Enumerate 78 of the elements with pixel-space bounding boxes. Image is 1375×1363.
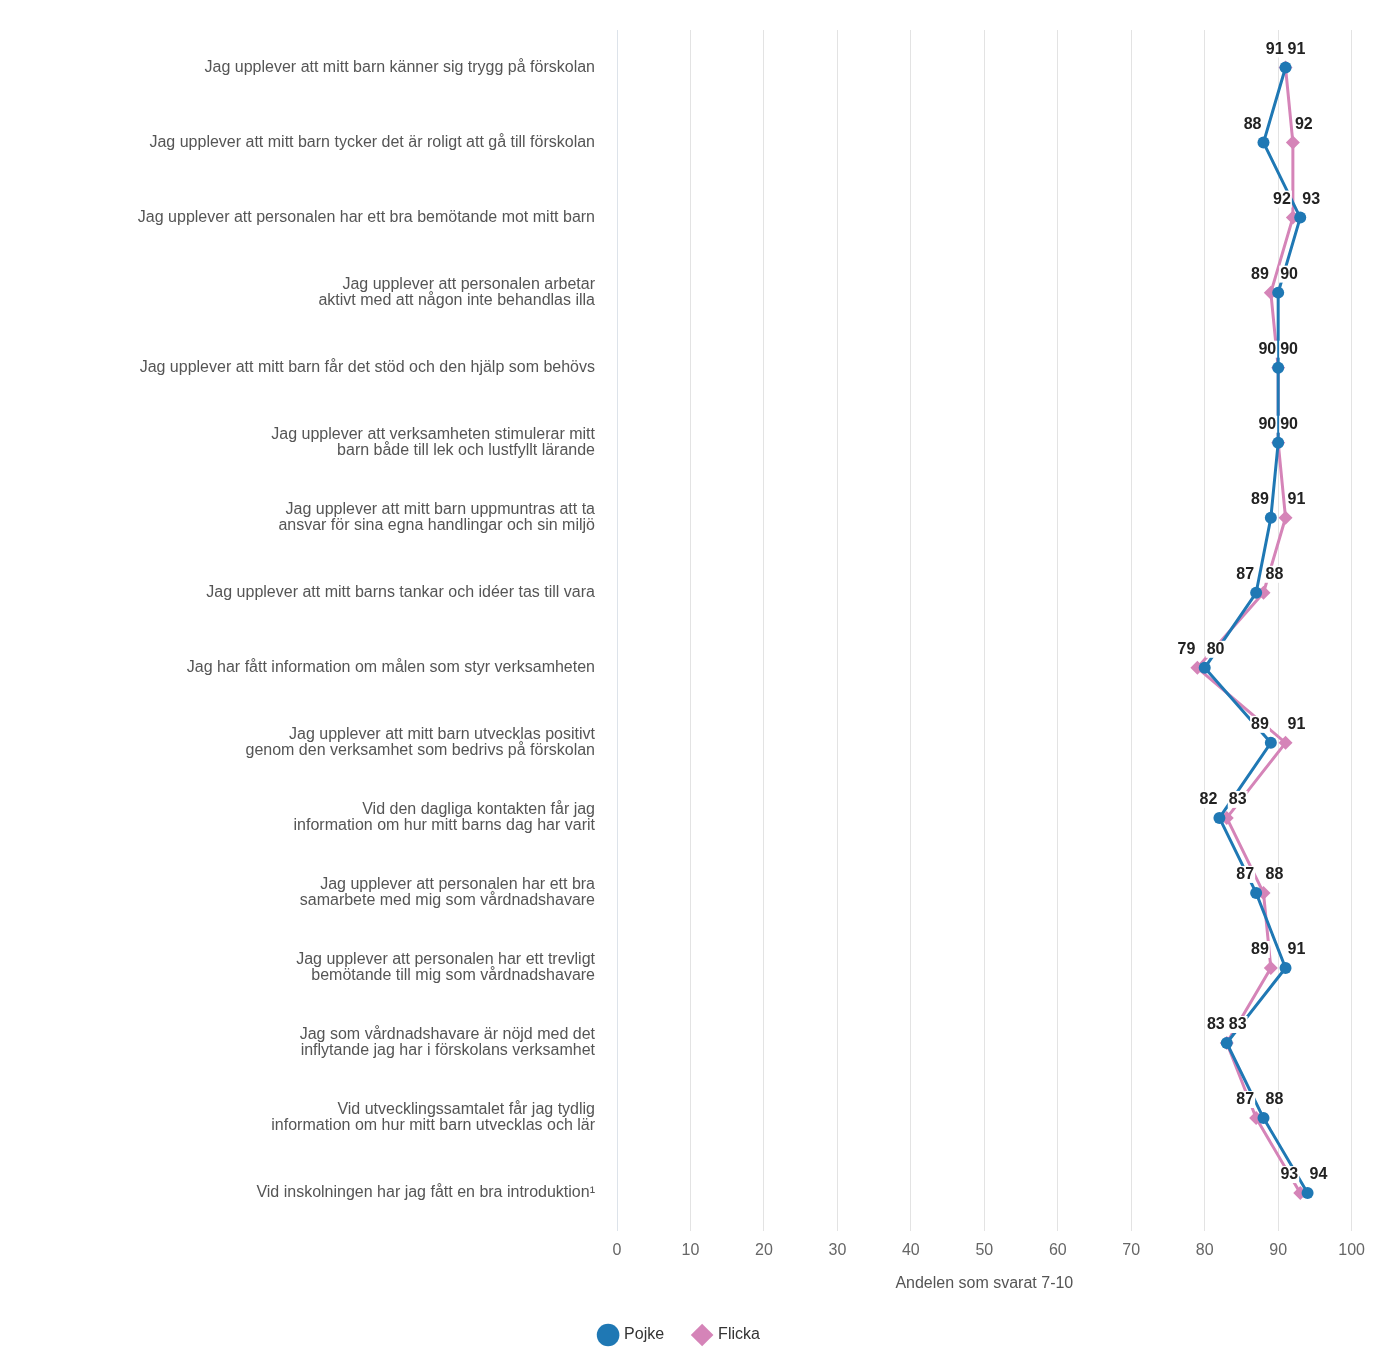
data-label: 90 bbox=[1258, 340, 1277, 358]
legend-label: Flicka bbox=[718, 1325, 760, 1343]
x-tick-label: 0 bbox=[612, 1240, 622, 1258]
x-tick-label: 10 bbox=[681, 1240, 700, 1258]
point bbox=[1294, 211, 1307, 224]
data-label: 89 bbox=[1251, 265, 1269, 283]
data-label: 80 bbox=[1206, 640, 1225, 658]
y-tick-label: Jag upplever att personalen arbetar aktivt med att någon inte behandlas illa bbox=[318, 275, 596, 309]
data-label: 91 bbox=[1287, 490, 1306, 508]
data-label: 92 bbox=[1294, 114, 1313, 132]
x-tick-label: 100 bbox=[1338, 1240, 1366, 1258]
data-label: 92 bbox=[1273, 190, 1291, 207]
y-tick-label: Vid inskolningen har jag fått en bra introduktion¹ bbox=[256, 1183, 595, 1201]
point bbox=[1257, 1112, 1270, 1125]
point bbox=[1301, 1187, 1314, 1200]
y-tick-label: Jag upplever att verksamheten stimulerar mitt barn både till lek och lustfyllt lärande bbox=[271, 425, 596, 459]
data-label: 79 bbox=[1177, 640, 1196, 658]
y-tick-label: Jag upplever att mitt barn uppmuntras att ta ansvar för sina egna handlingar och sin miljö bbox=[278, 500, 596, 534]
x-tick-label: 60 bbox=[1048, 1240, 1067, 1258]
data-label: 87 bbox=[1236, 865, 1255, 883]
data-label: 91 bbox=[1265, 39, 1284, 57]
x-tick-label: 70 bbox=[1122, 1240, 1141, 1258]
y-tick-label: Vid den dagliga kontakten får jag information om hur mitt barns dag har varit bbox=[293, 800, 596, 834]
y-tick-label: Jag upplever att personalen har ett bra bemötande mot mitt barn bbox=[137, 208, 595, 225]
data-label: 89 bbox=[1251, 940, 1269, 958]
x-tick-label: 80 bbox=[1195, 1240, 1214, 1258]
y-tick-label: Jag upplever att mitt barn får det stöd och den hjälp som behövs bbox=[139, 358, 595, 376]
y-tick-label: Jag upplever att mitt barns tankar och idéer tas till vara bbox=[206, 583, 596, 601]
x-tick-label: 50 bbox=[975, 1240, 994, 1258]
y-tick-label: Jag upplever att mitt barn utvecklas positivt genom den verksamhet som bedrivs på förskolan bbox=[245, 725, 596, 759]
point bbox=[1278, 510, 1293, 525]
data-label: 88 bbox=[1265, 865, 1284, 883]
data-label: 89 bbox=[1251, 715, 1269, 733]
x-axis-title: Andelen som svarat 7-10 bbox=[895, 1273, 1074, 1291]
y-tick-label: Jag har fått information om målen som styr verksamheten bbox=[186, 658, 595, 676]
point bbox=[1285, 135, 1300, 150]
y-tick-label: Jag som vårdnadshavare är nöjd med det inflytande jag har i förskolans verksamhet bbox=[299, 1025, 596, 1059]
data-label: 91 bbox=[1287, 940, 1306, 958]
data-label: 93 bbox=[1302, 190, 1321, 207]
point bbox=[1279, 961, 1292, 974]
data-label: 87 bbox=[1236, 1090, 1255, 1108]
data-label: 83 bbox=[1228, 1015, 1247, 1033]
point bbox=[1272, 286, 1285, 299]
data-label: 83 bbox=[1206, 1015, 1225, 1033]
data-label: 88 bbox=[1265, 565, 1284, 583]
data-label: 90 bbox=[1280, 340, 1299, 358]
point bbox=[1263, 960, 1278, 975]
data-label: 87 bbox=[1236, 565, 1255, 583]
data-label: 83 bbox=[1228, 790, 1247, 808]
y-tick-label: Vid utvecklingssamtalet får jag tydlig information om hur mitt barn utvecklas och lär bbox=[271, 1100, 596, 1134]
point bbox=[1257, 136, 1270, 149]
data-label: 94 bbox=[1309, 1165, 1328, 1183]
point bbox=[1198, 661, 1211, 674]
y-tick-label: Jag upplever att personalen har ett trevligt bemötande till mig som vårdnadshavare bbox=[296, 950, 596, 984]
x-tick-label: 20 bbox=[755, 1240, 773, 1258]
point bbox=[1250, 886, 1263, 899]
data-label: 89 bbox=[1251, 490, 1269, 508]
data-label: 91 bbox=[1287, 715, 1306, 733]
data-label: 93 bbox=[1280, 1165, 1299, 1183]
data-label: 88 bbox=[1243, 114, 1262, 132]
legend-label: Pojke bbox=[624, 1325, 665, 1343]
data-label: 90 bbox=[1280, 265, 1299, 283]
y-tick-label: Jag upplever att mitt barn tycker det är roligt att gå till förskolan bbox=[149, 132, 595, 150]
point bbox=[1278, 735, 1293, 750]
data-label: 88 bbox=[1265, 1090, 1284, 1108]
x-tick-label: 30 bbox=[828, 1240, 847, 1258]
data-label: 90 bbox=[1280, 415, 1299, 433]
x-tick-label: 90 bbox=[1269, 1240, 1288, 1258]
point bbox=[1250, 586, 1263, 599]
point bbox=[1264, 511, 1277, 524]
y-tick-label: Jag upplever att personalen har ett bra samarbete med mig som vårdnadshavare bbox=[299, 875, 596, 909]
x-tick-label: 40 bbox=[901, 1240, 920, 1258]
point bbox=[1264, 736, 1277, 749]
data-label: 82 bbox=[1199, 790, 1218, 808]
point bbox=[1213, 811, 1226, 824]
data-label: 91 bbox=[1287, 39, 1306, 57]
y-tick-label: Jag upplever att mitt barn känner sig trygg på förskolan bbox=[204, 57, 595, 75]
data-label: 90 bbox=[1258, 415, 1277, 433]
